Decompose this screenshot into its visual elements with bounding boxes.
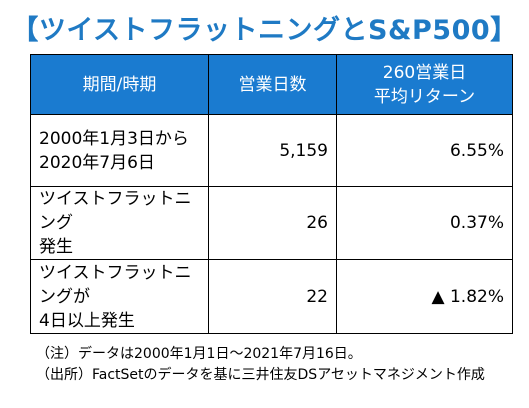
cell-period-line2: 4日以上発生	[39, 310, 135, 331]
cell-return: 6.55%	[336, 114, 513, 187]
cell-period-line1: 2000年1月3日から	[39, 128, 189, 149]
header-avg-return-line1: 260営業日	[382, 62, 467, 83]
footnotes: （注）データは2000年1月1日～2021年7月16日。 （出所）FactSet…	[36, 344, 485, 386]
cell-period: 2000年1月3日から 2020年7月6日	[30, 114, 209, 187]
header-avg-return-line2: 平均リターン	[373, 86, 476, 107]
cell-period: ツイストフラットニング 発生	[30, 186, 209, 260]
cell-days: 22	[208, 259, 337, 334]
cell-period-line2: 発生	[39, 237, 73, 257]
cell-period-line2: 2020年7月6日	[39, 152, 155, 173]
returns-table: 期間/時期 営業日数 260営業日 平均リターン 2000年1月3日から 202…	[30, 54, 513, 334]
cell-days: 5,159	[208, 114, 337, 187]
cell-return: ▲ 1.82%	[336, 259, 513, 334]
header-period: 期間/時期	[30, 54, 209, 115]
source-text: （出所）FactSetのデータを基に三井住友DSアセットマネジメント作成	[36, 367, 485, 383]
cell-days: 26	[208, 186, 337, 260]
header-days: 営業日数	[208, 54, 337, 115]
cell-return: 0.37%	[336, 186, 513, 260]
cell-period-line1: ツイストフラットニングが	[39, 262, 192, 307]
table-header-row: 期間/時期 営業日数 260営業日 平均リターン	[30, 54, 513, 115]
header-avg-return: 260営業日 平均リターン	[336, 54, 513, 115]
page-title: 【ツイストフラットニングとS&P500】	[11, 15, 518, 46]
table-row: ツイストフラットニング 発生 26 0.37%	[30, 186, 513, 260]
note-text: （注）データは2000年1月1日～2021年7月16日。	[36, 346, 362, 362]
table-row: ツイストフラットニングが 4日以上発生 22 ▲ 1.82%	[30, 259, 513, 334]
table-row: 2000年1月3日から 2020年7月6日 5,159 6.55%	[30, 114, 513, 187]
cell-period-line1: ツイストフラットニング	[39, 189, 192, 233]
cell-period: ツイストフラットニングが 4日以上発生	[30, 259, 209, 334]
